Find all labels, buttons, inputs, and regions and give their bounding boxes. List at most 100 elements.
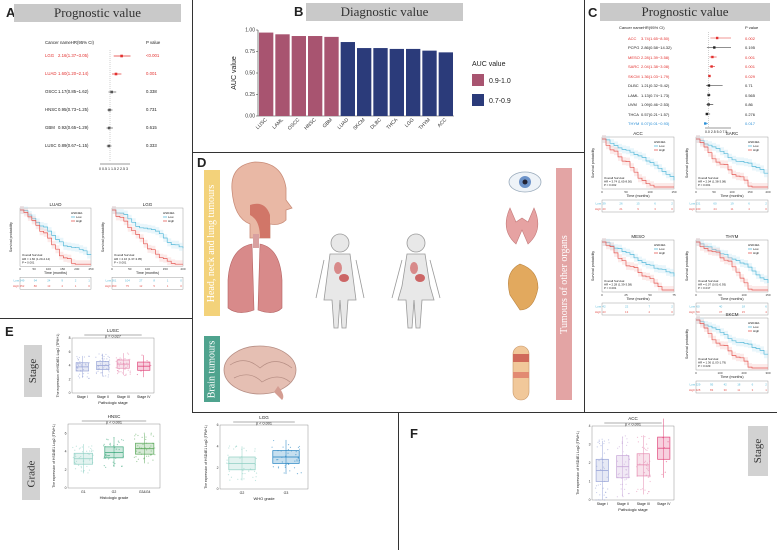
- km-xtick: 150: [60, 267, 65, 271]
- km-risk-low-value: 261: [112, 279, 117, 283]
- bar-category-label: LUSC: [255, 117, 269, 131]
- box-jitter-point: [137, 445, 139, 447]
- box-jitter-point: [281, 461, 283, 463]
- bar-category-label: SKCM: [352, 117, 366, 131]
- forest-c-row-hr: 1.21(0.32~5.42): [641, 83, 670, 88]
- bar-category-label: ACC: [437, 117, 449, 129]
- box-jitter-point: [227, 462, 229, 465]
- km-ci-band: [696, 316, 768, 370]
- km-risk-low-value: 60: [713, 202, 717, 206]
- box-jitter-point: [81, 446, 83, 448]
- forest-c-row: THCA 0.57(0.21~1.57): [628, 112, 669, 117]
- box-jitter-point: [103, 355, 105, 358]
- box-jitter-point: [140, 370, 142, 372]
- box-jitter-point: [150, 450, 152, 452]
- km-risk-frame: [601, 302, 675, 316]
- box-jitter-point: [138, 451, 140, 453]
- km-legend-title: HSD4E1: [654, 140, 666, 144]
- box-jitter-point: [646, 467, 648, 469]
- box-jitter-point: [72, 446, 74, 449]
- box-jitter-point: [105, 364, 107, 366]
- forest-a-col-hr: HR(95% CI): [70, 40, 94, 45]
- forest-c-point: [708, 74, 711, 78]
- forest-c-row-p: 0.86: [745, 102, 753, 107]
- box-jitter-point: [77, 464, 80, 466]
- forest-a-row: GBM 0.92(0.65~1.29): [45, 125, 88, 130]
- box-ytick: 2: [65, 468, 67, 472]
- forest-a-row-name: LUAD: [45, 71, 57, 76]
- box-jitter-point: [644, 460, 647, 462]
- forest-c-row-p: 0.71: [745, 83, 753, 88]
- box-jitter-point: [120, 358, 122, 360]
- box-jitter-point: [115, 448, 117, 450]
- box-ytick: 4: [65, 450, 67, 454]
- forest-c-point: [707, 93, 710, 97]
- box-jitter-point: [86, 465, 88, 468]
- km-xtick: 50: [128, 267, 132, 271]
- box-jitter-point: [78, 373, 81, 375]
- km-stats-line: HR = 2.16 (1.37-3.05): [114, 257, 142, 261]
- km-ylabel: Survival probability: [685, 251, 689, 281]
- box-jitter-point: [109, 444, 112, 446]
- box-jitter-point: [667, 441, 669, 443]
- box-jitter-point: [603, 494, 605, 496]
- box-jitter-point: [226, 462, 228, 464]
- forest-a-row-p: 0.731: [146, 107, 157, 112]
- km-stats-line: HR = 3.74 (1.65-8.50): [604, 180, 632, 184]
- box-jitter-point: [108, 359, 111, 361]
- box-jitter-point: [641, 488, 644, 490]
- box-jitter-point: [625, 454, 628, 456]
- box-jitter-point: [105, 375, 107, 377]
- box-jitter-point: [114, 462, 116, 465]
- box-jitter-point: [601, 438, 603, 440]
- forest-c-row-p: 0.002: [745, 35, 756, 41]
- box-jitter-point: [624, 479, 626, 481]
- box-jitter-point: [127, 353, 130, 355]
- km-risk-low-value: 229: [696, 383, 701, 387]
- box-jitter-point: [116, 372, 119, 375]
- box-jitter-point: [255, 472, 258, 474]
- panel-a-title: Prognostic value: [14, 4, 181, 22]
- panel-b-letter: B: [294, 4, 304, 19]
- forest-a-row-p: 0.338: [146, 89, 157, 94]
- km-xtick: 0: [695, 190, 697, 194]
- box-jitter-point: [296, 460, 298, 462]
- box-jitter-point: [643, 447, 646, 449]
- box-frame: [71, 337, 155, 394]
- forest-c-row-hr: 2.28(1.39~3.58): [641, 54, 670, 60]
- bar-category-label: OSCC: [287, 117, 302, 132]
- km-luad: LUAD Survival probability HSD4E1 Low High Ove…: [8, 200, 95, 312]
- box-jitter-point: [88, 362, 90, 364]
- km-risk-high-label: High: [105, 284, 112, 288]
- km-risk-low-label: Low: [689, 305, 695, 309]
- km-ci-band: [696, 135, 768, 178]
- km-xtick: 50: [718, 293, 722, 297]
- km-ylabel: Survival probability: [685, 148, 689, 178]
- km-frame: [19, 207, 92, 267]
- box-jitter-point: [107, 439, 109, 441]
- km-risk-low-label: Low: [105, 279, 111, 283]
- km-xtick: 0: [601, 293, 603, 297]
- box-jitter-point: [127, 369, 129, 371]
- box-jitter-point: [118, 441, 120, 444]
- km-risk-high-value: 1: [167, 284, 169, 288]
- box-jitter-point: [240, 478, 242, 480]
- km-stats-line: P = 0.001: [22, 260, 35, 264]
- box-jitter-point: [124, 368, 126, 370]
- box-ylabel: The expression of HSD4E1 Log2 (TPM+1): [576, 431, 580, 495]
- box-ytick: 2: [69, 377, 71, 381]
- panel-f-letter: F: [410, 426, 418, 441]
- box-jitter-point: [125, 374, 127, 376]
- km-xtick: 100: [741, 293, 746, 297]
- box-jitter-point: [114, 447, 116, 449]
- km-xtick: 200: [74, 267, 79, 271]
- auc-bar: [308, 36, 323, 116]
- km-risk-high-value: 252: [20, 284, 25, 288]
- box-jitter-point: [118, 368, 120, 370]
- km-ylabel: Survival probability: [685, 329, 689, 359]
- box-jitter-point: [75, 456, 77, 458]
- box-jitter-point: [598, 439, 600, 441]
- box-jitter-point: [105, 453, 107, 455]
- box-jitter-point: [283, 472, 285, 474]
- box-jitter-point: [287, 452, 289, 454]
